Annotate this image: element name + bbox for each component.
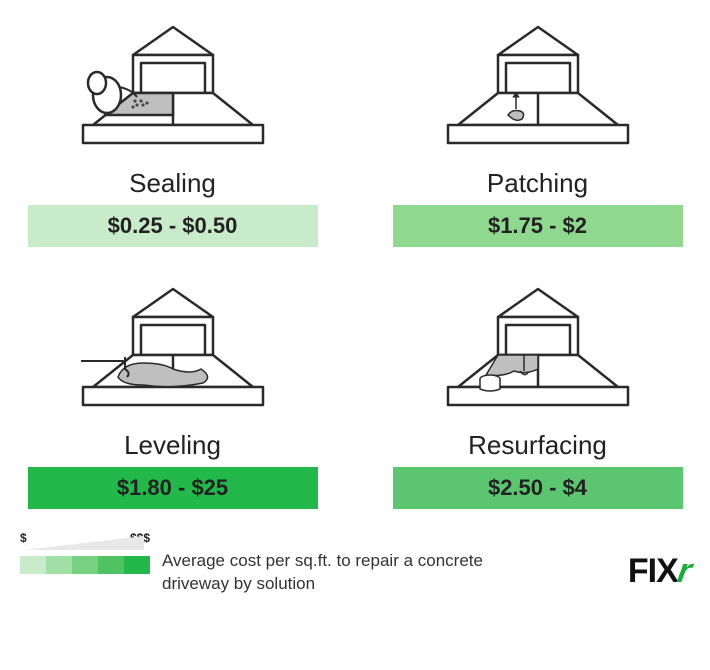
cards-grid: Sealing $0.25 - $0.50 Patching $1.75 - $ xyxy=(20,15,690,509)
legend-swatches xyxy=(20,556,150,574)
fixr-logo: FIXr xyxy=(628,552,690,591)
card-sealing: Sealing $0.25 - $0.50 xyxy=(20,15,325,247)
logo-text: FIX xyxy=(628,552,678,591)
legend-gradient: $ $$$ xyxy=(20,534,150,574)
sealing-price: $0.25 - $0.50 xyxy=(28,205,318,247)
card-patching: Patching $1.75 - $2 xyxy=(385,15,690,247)
sealing-illustration xyxy=(63,15,283,160)
patching-label: Patching xyxy=(487,168,588,199)
sealing-label: Sealing xyxy=(129,168,216,199)
card-leveling: Leveling $1.80 - $25 xyxy=(20,277,325,509)
resurfacing-illustration xyxy=(428,277,648,422)
legend-wedge xyxy=(24,536,144,550)
leveling-label: Leveling xyxy=(124,430,221,461)
footer: $ $$$ Average cost per sq.ft. to repair … xyxy=(20,534,690,596)
resurfacing-price: $2.50 - $4 xyxy=(393,467,683,509)
leveling-illustration xyxy=(63,277,283,422)
legend-text: Average cost per sq.ft. to repair a conc… xyxy=(162,550,522,596)
leveling-price: $1.80 - $25 xyxy=(28,467,318,509)
patching-price: $1.75 - $2 xyxy=(393,205,683,247)
patching-illustration xyxy=(428,15,648,160)
card-resurfacing: Resurfacing $2.50 - $4 xyxy=(385,277,690,509)
resurfacing-label: Resurfacing xyxy=(468,430,607,461)
legend: $ $$$ Average cost per sq.ft. to repair … xyxy=(20,534,522,596)
